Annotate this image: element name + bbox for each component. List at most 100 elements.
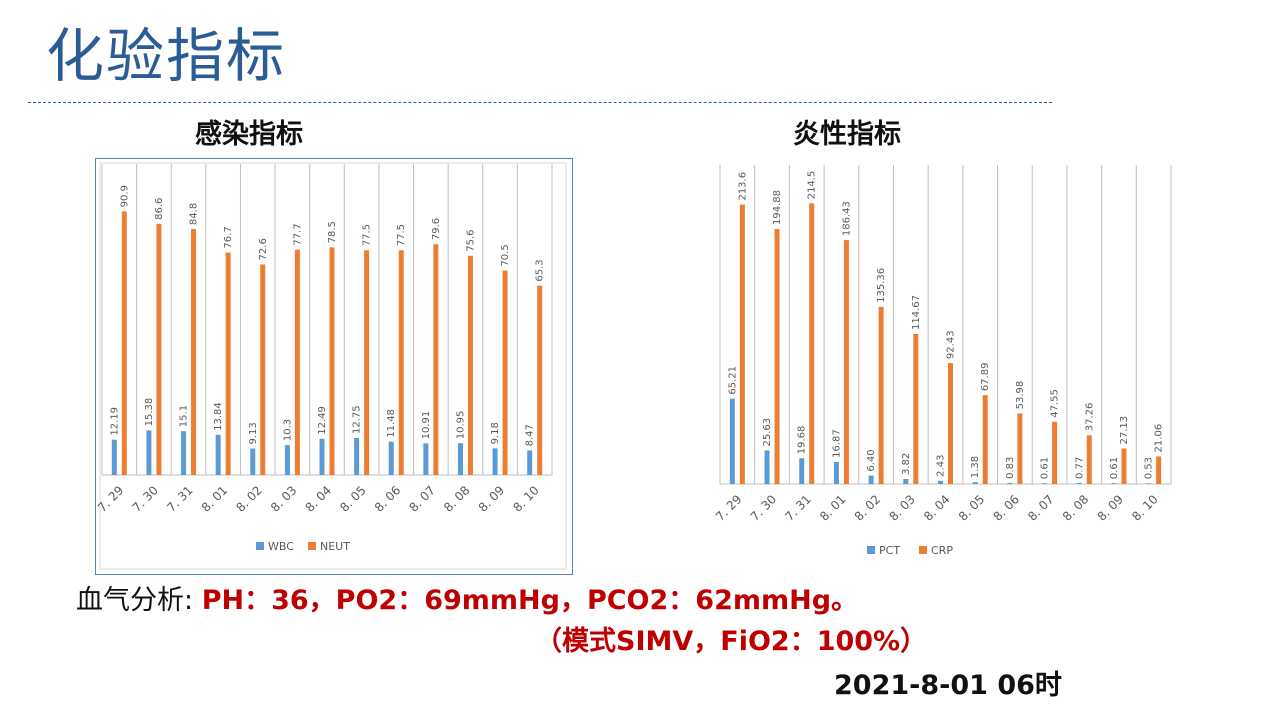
data-label-wbc: 12.19 [109, 407, 120, 436]
bar-neut [225, 252, 231, 475]
legend-label-pct: PCT [879, 544, 900, 557]
chart-svg: 65.21 25.63 19.68 16.87 6.40 3.82 2.43 1.38 0.83… [713, 165, 1172, 557]
data-label-crp: 47.55 [1050, 389, 1061, 418]
data-label-pct: 16.87 [831, 429, 842, 458]
bar-neut [260, 264, 266, 475]
bar-crp [1052, 421, 1058, 484]
bar-wbc [423, 443, 429, 475]
x-tick-label: 8. 04 [303, 483, 334, 514]
x-tick-label: 8. 10 [510, 483, 541, 514]
bar-pct [1111, 483, 1117, 484]
x-tick-label: 8. 03 [268, 483, 299, 514]
data-label-neut: 70.5 [500, 244, 511, 266]
legend-swatch-pct [867, 546, 875, 554]
x-tick-label: 7. 29 [96, 483, 126, 514]
bar-pct [833, 461, 839, 484]
inflammation-chart: 65.21 25.63 19.68 16.87 6.40 3.82 2.43 1.38 0.83… [692, 163, 1182, 573]
bar-wbc [181, 431, 187, 475]
bar-wbc [284, 445, 290, 475]
x-tick-label: 8. 05 [337, 483, 368, 514]
bar-crp [1121, 448, 1127, 484]
plot-frame [99, 162, 567, 570]
x-tick-label: 8. 09 [1095, 492, 1126, 523]
bar-crp [1086, 435, 1092, 484]
bar-neut [329, 247, 335, 475]
legend-label-neut: NEUT [320, 540, 350, 553]
bar-wbc [457, 443, 463, 475]
bar-pct [868, 475, 874, 484]
bar-neut [121, 211, 127, 475]
bar-neut [191, 229, 197, 475]
data-label-wbc: 13.84 [213, 402, 224, 431]
data-label-pct: 0.83 [1005, 457, 1016, 479]
blood-gas-line: 血气分析: PH：36，PO2：69mmHg，PCO2：62mmHg。 [76, 583, 858, 618]
data-label-pct: 0.61 [1109, 457, 1120, 479]
x-tick-label: 8. 06 [372, 483, 403, 514]
legend-label-crp: CRP [931, 544, 953, 557]
data-label-neut: 75.6 [465, 229, 476, 251]
bar-neut [433, 244, 439, 475]
data-label-pct: 6.40 [866, 449, 877, 471]
data-label-wbc: 9.13 [248, 422, 259, 444]
bar-crp [774, 229, 780, 484]
x-tick-label: 8. 05 [956, 492, 987, 523]
bar-wbc [354, 438, 360, 475]
x-tick-label: 8. 03 [886, 492, 917, 523]
data-label-neut: 77.7 [292, 223, 303, 245]
page-title: 化验指标 [46, 22, 287, 90]
bar-crp [809, 203, 815, 485]
x-tick-label: 8. 02 [852, 492, 883, 523]
data-label-wbc: 10.91 [421, 411, 432, 440]
bar-crp [913, 333, 919, 484]
data-label-crp: 135.36 [876, 268, 887, 303]
data-label-pct: 0.77 [1074, 457, 1085, 479]
data-label-neut: 77.5 [396, 224, 407, 246]
data-label-crp: 92.43 [946, 330, 957, 359]
data-label-crp: 186.43 [841, 201, 852, 236]
infection-chart: 12.19 15.38 15.1 13.84 9.13 10.3 12.49 12.75 11.… [95, 158, 573, 575]
data-label-wbc: 15.1 [179, 405, 190, 427]
legend-swatch-wbc [256, 542, 264, 550]
data-label-wbc: 12.49 [317, 406, 328, 435]
data-label-pct: 1.38 [970, 456, 981, 478]
timestamp: 2021-8-01 06时 [834, 670, 1062, 701]
blood-gas-values: PH：36，PO2：69mmHg，PCO2：62mmHg。 [201, 585, 859, 616]
data-label-neut: 79.6 [431, 218, 442, 240]
data-label-wbc: 15.38 [144, 398, 155, 427]
data-label-crp: 21.06 [1154, 424, 1165, 453]
x-tick-label: 7. 31 [164, 483, 195, 514]
bar-neut [502, 270, 508, 475]
bar-wbc [319, 438, 325, 475]
data-label-pct: 0.53 [1144, 457, 1155, 479]
title-divider [28, 102, 1052, 103]
x-tick-label: 8. 09 [476, 483, 507, 514]
data-label-pct: 3.82 [901, 453, 912, 475]
bar-neut [294, 249, 300, 475]
bar-pct [1146, 483, 1152, 484]
x-tick-label: 8. 08 [1060, 492, 1091, 523]
legend-swatch-crp [919, 546, 927, 554]
chart-title-inflammation: 炎性指标 [793, 119, 901, 150]
data-label-pct: 25.63 [762, 418, 773, 447]
bar-neut [467, 255, 473, 475]
bar-crp [1017, 413, 1023, 484]
data-label-pct: 2.43 [936, 455, 947, 477]
data-label-crp: 67.89 [980, 363, 991, 392]
x-tick-label: 8. 01 [199, 483, 230, 514]
bar-pct [729, 398, 735, 484]
bar-crp [739, 204, 745, 484]
bar-crp [948, 363, 953, 484]
x-tick-label: 7. 31 [782, 492, 813, 523]
data-label-crp: 213.6 [737, 172, 748, 201]
chart-title-infection: 感染指标 [195, 119, 303, 150]
legend-label-wbc: WBC [268, 540, 294, 553]
data-label-crp: 53.98 [1015, 381, 1026, 410]
bar-neut [364, 250, 370, 475]
x-tick-label: 8. 01 [817, 492, 848, 523]
bar-pct [1076, 482, 1082, 484]
x-tick-label: 7. 30 [748, 492, 779, 523]
data-label-pct: 65.21 [727, 366, 738, 395]
bar-wbc [492, 448, 498, 475]
bar-neut [156, 223, 162, 475]
data-label-neut: 90.9 [119, 185, 130, 207]
